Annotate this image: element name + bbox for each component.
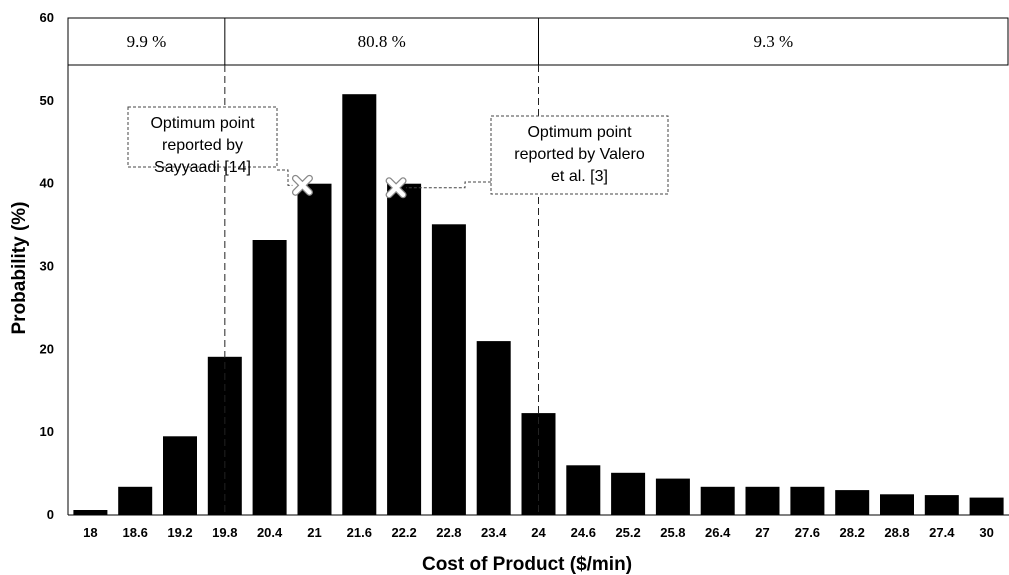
bar-19.8 [207, 356, 242, 515]
annotation-2: Optimum point reported by Valero et al. [3… [385, 115, 669, 199]
annotation-2-line-3: et al. [3] [551, 168, 608, 185]
x-tick-24.6: 24.6 [571, 525, 596, 540]
bar-27 [745, 486, 780, 515]
bar-21.6 [342, 94, 377, 515]
x-tick-19.8: 19.8 [212, 525, 237, 540]
annotation-box-2 [490, 115, 669, 195]
x-tick-25.8: 25.8 [660, 525, 685, 540]
band-label-1: 9.9 % [127, 32, 167, 51]
bar-20.4 [252, 240, 287, 515]
x-tick-30: 30 [979, 525, 993, 540]
annotation-1-line-3: Sayyaadi [14] [154, 159, 251, 176]
y-tick-0: 0 [47, 507, 54, 522]
bar-28.8 [880, 494, 914, 515]
band-divider-lines [224, 65, 539, 515]
y-tick-20: 20 [40, 341, 54, 356]
x-tick-24: 24 [531, 525, 546, 540]
annotation-2-line-2: reported by Valero [514, 146, 645, 163]
x-tick-28.8: 28.8 [884, 525, 909, 540]
x-tick-labels: 18 18.6 19.2 19.8 20.4 21 21.6 22.2 22.8 23.4 24 24… [83, 525, 994, 540]
bar-18.6 [118, 486, 153, 515]
x-tick-27: 27 [755, 525, 769, 540]
y-tick-10: 10 [40, 424, 54, 439]
x-tick-23.4: 23.4 [481, 525, 507, 540]
y-tick-30: 30 [40, 259, 54, 274]
annotation-leader-1 [277, 169, 293, 186]
annotation-1-line-1: Optimum point [150, 115, 255, 132]
bar-27.4 [924, 495, 959, 515]
x-tick-18.6: 18.6 [123, 525, 148, 540]
band-label-3: 9.3 % [753, 32, 793, 51]
marker-stroke-b [293, 176, 312, 195]
x-tick-27.4: 27.4 [929, 525, 955, 540]
bar-30 [969, 497, 1004, 515]
x-tick-21.6: 21.6 [347, 525, 372, 540]
marker-stroke-b [386, 178, 406, 198]
bar-22.2 [387, 183, 422, 515]
x-tick-27.6: 27.6 [795, 525, 820, 540]
annotation-box-1 [127, 106, 278, 168]
bar-23.4 [476, 341, 511, 515]
annotation-1-line-2: reported by [162, 137, 243, 154]
x-tick-18: 18 [83, 525, 97, 540]
bar-24.6 [566, 465, 601, 515]
x-axis-title: Cost of Product ($/min) [422, 554, 632, 575]
x-tick-25.2: 25.2 [615, 525, 640, 540]
x-tick-21: 21 [307, 525, 321, 540]
x-tick-20.4: 20.4 [257, 525, 283, 540]
bar-22.8 [431, 224, 466, 516]
band-label-2: 80.8 % [358, 32, 406, 51]
bar-25.8 [655, 478, 690, 515]
optimum-marker-2 [385, 177, 407, 199]
annotation-1: Optimum point reported by Sayyaadi [14] [127, 106, 313, 196]
annotation-2-line-1: Optimum point [527, 124, 632, 141]
bars-group [73, 94, 1004, 516]
y-tick-labels: 0 10 20 30 40 50 60 [40, 10, 54, 522]
annotation-leader-2 [406, 181, 491, 189]
bar-28.2 [835, 490, 870, 515]
optimum-marker-1 [291, 174, 313, 196]
x-tick-22.8: 22.8 [436, 525, 461, 540]
bar-25.2 [611, 472, 646, 515]
bar-18 [73, 510, 108, 515]
x-tick-22.2: 22.2 [391, 525, 416, 540]
y-tick-60: 60 [40, 10, 54, 25]
x-tick-28.2: 28.2 [840, 525, 865, 540]
bar-27.6 [790, 486, 825, 515]
axes-group [67, 18, 1009, 516]
bar-19.2 [163, 436, 197, 515]
y-axis-title: Probability (%) [9, 201, 30, 334]
y-tick-50: 50 [40, 93, 54, 108]
x-tick-26.4: 26.4 [705, 525, 731, 540]
x-tick-19.2: 19.2 [167, 525, 192, 540]
bar-21 [297, 183, 332, 515]
bar-26.4 [700, 486, 735, 515]
percentage-band-box: 9.9 % 80.8 % 9.3 % [67, 17, 1009, 66]
y-tick-40: 40 [40, 176, 54, 191]
